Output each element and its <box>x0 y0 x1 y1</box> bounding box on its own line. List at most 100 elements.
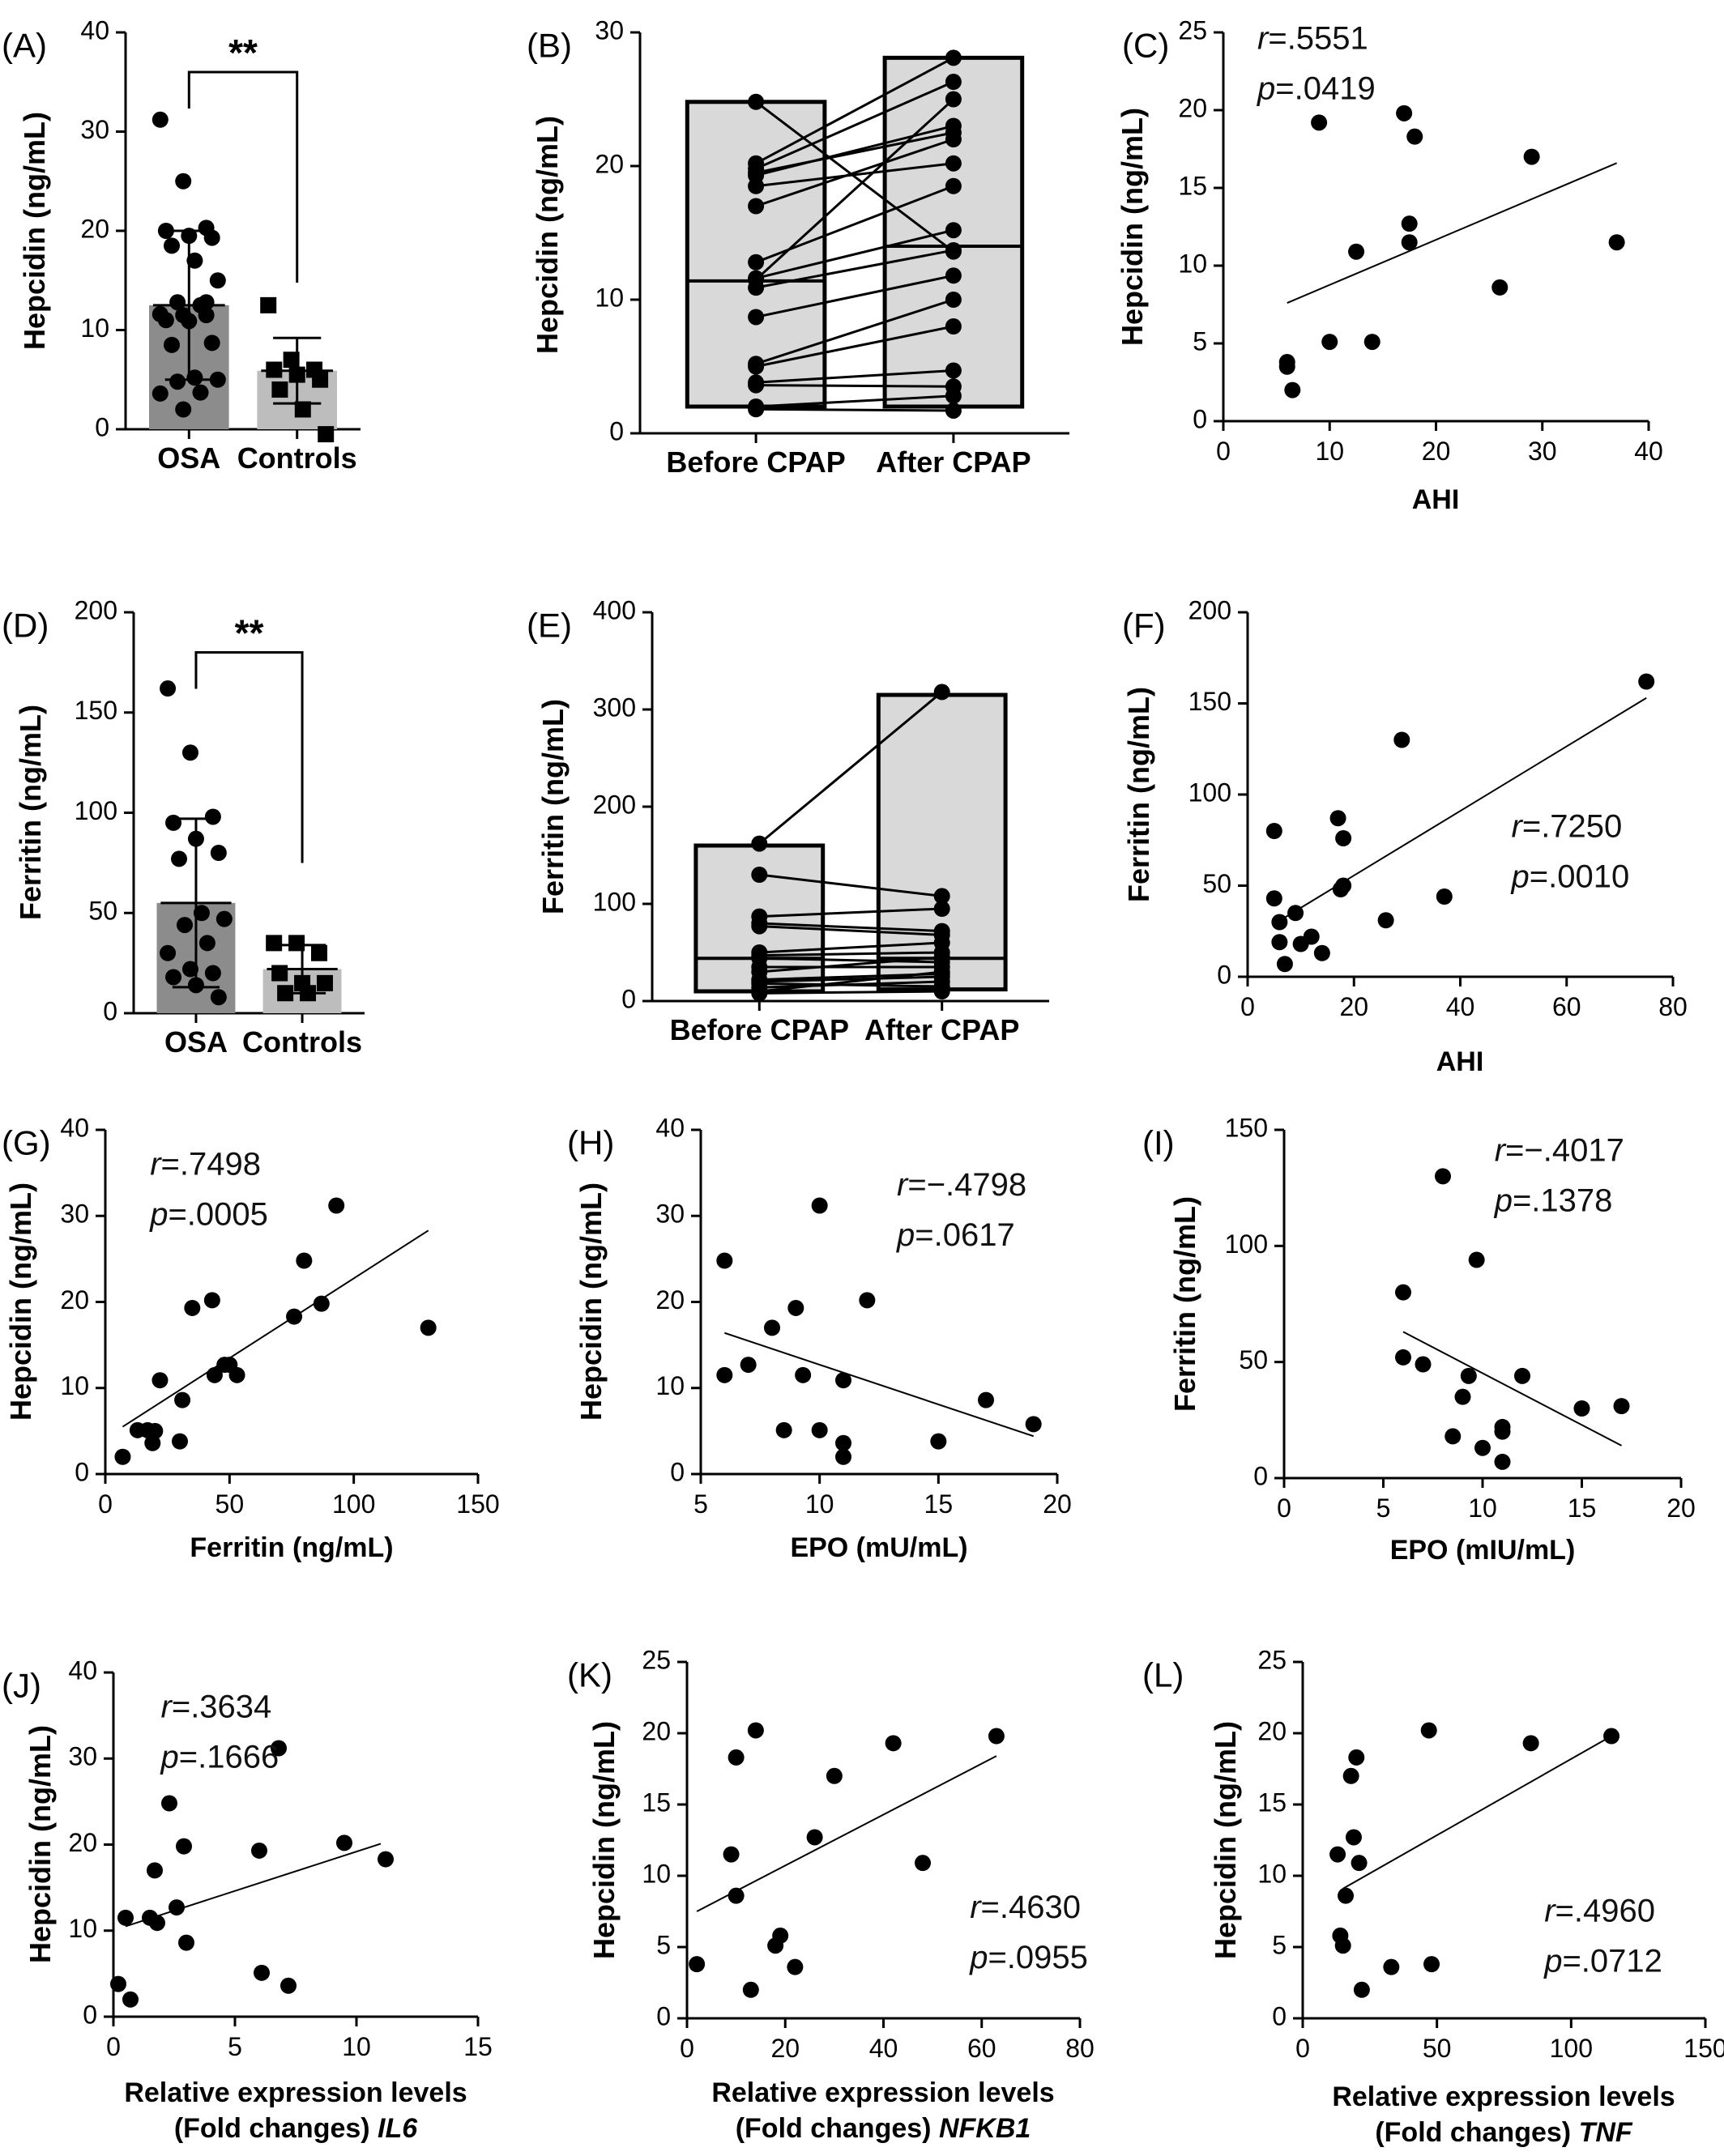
data-point <box>266 361 283 378</box>
data-point <box>885 1735 902 1752</box>
x-tick-label: 30 <box>1528 437 1557 466</box>
data-point <box>748 279 765 296</box>
y-tick-label: 0 <box>95 412 109 441</box>
data-point <box>174 1391 191 1408</box>
data-point <box>1468 1251 1485 1268</box>
pair-line <box>759 990 942 995</box>
y-tick-label: 10 <box>68 1914 97 1943</box>
data-point <box>294 401 311 418</box>
data-point <box>198 935 216 952</box>
data-point <box>165 814 182 831</box>
x-tick-label: 0 <box>106 2032 121 2061</box>
x-tick-label: 50 <box>1423 2034 1452 2063</box>
y-tick-label: 5 <box>656 1930 671 1959</box>
data-point <box>151 1372 169 1389</box>
regression-line <box>724 1332 1034 1438</box>
data-point <box>1335 830 1352 846</box>
data-point <box>175 401 192 418</box>
y-axis-label: Hepcidin (ng/mL) <box>587 1721 621 1959</box>
x-tick-label: 0 <box>1277 1493 1291 1523</box>
data-point <box>945 318 962 334</box>
x-axis-label: AHI <box>1436 1046 1484 1077</box>
x-tick-label: 0 <box>680 2034 694 2063</box>
pair-line <box>755 125 954 177</box>
y-tick-label: 10 <box>642 1859 671 1888</box>
y-axis-label: Ferritin (ng/mL) <box>1168 1196 1201 1412</box>
regression-line <box>1402 1331 1622 1447</box>
pair-line <box>756 369 954 384</box>
y-tick-label: 10 <box>1178 249 1207 278</box>
data-point <box>811 1197 828 1214</box>
data-point <box>1348 1749 1365 1766</box>
data-point <box>271 1740 287 1757</box>
y-tick-label: 0 <box>621 984 636 1013</box>
data-point <box>1271 934 1288 951</box>
data-point <box>945 222 962 239</box>
x-tick-label: 5 <box>228 2032 242 2061</box>
data-point <box>811 1421 828 1438</box>
data-point <box>296 1252 313 1269</box>
category-label: Before CPAP <box>666 445 845 479</box>
data-point <box>251 1842 267 1859</box>
data-point <box>203 1292 220 1309</box>
data-point <box>945 267 962 284</box>
stat-p: p=.0712 <box>1543 1943 1662 1979</box>
data-point <box>1278 358 1295 375</box>
data-point <box>915 1855 931 1872</box>
stat-p: p=.0419 <box>1257 70 1376 106</box>
x-tick-label: 10 <box>1468 1493 1497 1523</box>
regression-line <box>696 1755 997 1912</box>
data-point <box>144 1434 161 1451</box>
data-point <box>187 830 204 847</box>
y-tick-label: 25 <box>1178 15 1207 45</box>
data-point <box>945 91 962 108</box>
stat-p: p=.1666 <box>160 1740 280 1775</box>
data-point <box>181 744 198 761</box>
panel-label: (F) <box>1122 606 1166 644</box>
y-tick-label: 10 <box>1257 1859 1287 1888</box>
stat-r: r=.4630 <box>970 1890 1081 1925</box>
data-point <box>978 1391 994 1408</box>
data-point <box>1351 1855 1368 1872</box>
data-point <box>203 334 220 352</box>
panel-label: (L) <box>1142 1655 1184 1694</box>
data-point <box>181 228 198 245</box>
data-point <box>310 944 327 961</box>
y-axis-label: Hepcidin (ng/mL) <box>574 1182 608 1421</box>
x-tick-label: 40 <box>1634 437 1663 466</box>
data-point <box>740 1357 757 1374</box>
data-point <box>748 358 765 375</box>
data-point <box>1025 1416 1042 1433</box>
y-tick-label: 0 <box>656 2001 671 2030</box>
y-tick-label: 5 <box>1193 326 1207 356</box>
x-tick-label: 40 <box>869 2034 898 2063</box>
data-point <box>764 1319 780 1336</box>
data-point <box>1460 1367 1477 1384</box>
x-tick-label: 0 <box>1216 437 1231 466</box>
pair-line <box>759 957 942 964</box>
data-point <box>378 1851 394 1868</box>
stat-p: p=.1378 <box>1494 1183 1613 1219</box>
y-tick-label: 30 <box>60 1199 89 1229</box>
stat-r: r=−.4798 <box>897 1167 1026 1203</box>
x-axis-label-line2: (Fold changes) TNF <box>1375 2117 1633 2148</box>
x-tick-label: 10 <box>1315 437 1344 466</box>
pair-line <box>759 956 942 974</box>
data-point <box>723 1846 740 1863</box>
category-label: Controls <box>242 1025 362 1059</box>
data-point <box>172 1433 188 1450</box>
data-point <box>933 901 950 917</box>
data-point <box>1454 1388 1471 1405</box>
panel-label: (J) <box>2 1666 41 1704</box>
x-tick-label: 5 <box>1376 1493 1391 1523</box>
data-point <box>748 401 765 418</box>
pair-line <box>755 138 954 207</box>
data-point <box>147 1422 164 1439</box>
pair-line <box>756 384 954 388</box>
data-point <box>1334 1937 1351 1954</box>
data-point <box>1491 279 1508 296</box>
y-tick-label: 200 <box>75 595 117 624</box>
data-point <box>775 1421 792 1438</box>
y-tick-label: 0 <box>609 416 624 445</box>
x-tick-label: 60 <box>967 2034 996 2063</box>
